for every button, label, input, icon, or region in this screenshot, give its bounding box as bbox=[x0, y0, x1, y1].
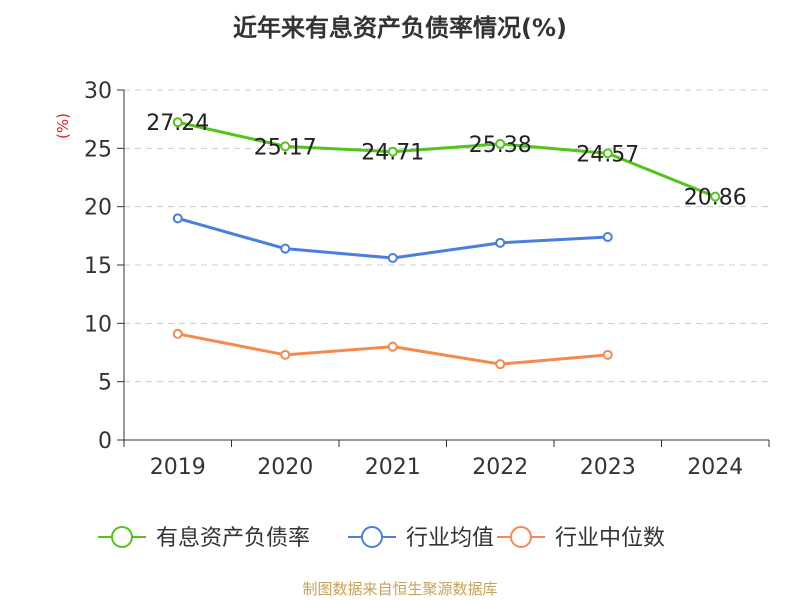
data-point bbox=[387, 146, 398, 157]
data-point bbox=[495, 359, 506, 370]
legend: 有息资产负债率 行业均值 行业中位数 bbox=[98, 526, 665, 551]
data-label: 27.24 bbox=[146, 111, 209, 136]
legend-label: 有息资产负债率 bbox=[156, 526, 310, 551]
data-label: 25.38 bbox=[469, 133, 532, 158]
y-tick-label: 25 bbox=[84, 137, 112, 162]
y-tick-label: 15 bbox=[84, 254, 112, 279]
y-axis-label: (%) bbox=[54, 113, 72, 139]
legend-marker bbox=[361, 526, 383, 548]
x-tick-label: 2021 bbox=[365, 455, 421, 480]
x-tick-label: 2022 bbox=[472, 455, 528, 480]
tick-labels: 0 5 10 15 20 25 30 2019 2020 2021 2022 2023 2024 bbox=[84, 79, 743, 480]
chart-title: 近年来有息资产负债率情况(%) bbox=[233, 14, 567, 42]
axes bbox=[117, 89, 770, 447]
data-point bbox=[387, 341, 398, 352]
data-point bbox=[602, 232, 613, 242]
data-label: 25.17 bbox=[254, 135, 317, 160]
x-tick-label: 2024 bbox=[687, 455, 743, 480]
x-tick-label: 2020 bbox=[257, 455, 313, 480]
grid-lines bbox=[124, 89, 769, 383]
data-point bbox=[602, 148, 613, 159]
legend-label: 行业均值 bbox=[406, 526, 494, 551]
data-point bbox=[710, 191, 721, 202]
y-tick-label: 5 bbox=[98, 371, 112, 396]
y-tick-label: 30 bbox=[84, 79, 112, 104]
data-point bbox=[495, 138, 506, 149]
series-line bbox=[177, 120, 716, 199]
data-point bbox=[602, 349, 613, 360]
legend-label: 行业中位数 bbox=[555, 526, 665, 551]
series-line bbox=[177, 216, 608, 260]
source-note: 制图数据来自恒生聚源数据库 bbox=[302, 580, 498, 598]
legend-marker bbox=[510, 526, 532, 548]
series-points bbox=[172, 117, 721, 370]
x-tick-label: 2019 bbox=[150, 455, 206, 480]
data-label: 24.71 bbox=[361, 141, 424, 166]
data-labels: 27.24 25.17 24.71 25.38 24.57 20.86 bbox=[146, 111, 746, 210]
data-point bbox=[280, 141, 291, 152]
data-label: 20.86 bbox=[684, 186, 747, 211]
data-point bbox=[280, 243, 291, 254]
x-tick-label: 2023 bbox=[580, 455, 636, 480]
data-point bbox=[495, 237, 506, 248]
data-point bbox=[280, 349, 291, 360]
y-tick-label: 20 bbox=[84, 196, 112, 221]
y-tick-label: 0 bbox=[98, 429, 112, 454]
data-label: 24.57 bbox=[576, 142, 639, 167]
legend-marker bbox=[111, 526, 133, 548]
data-point bbox=[172, 117, 183, 128]
data-point bbox=[172, 328, 183, 339]
data-point bbox=[172, 213, 183, 224]
y-tick-label: 10 bbox=[84, 312, 112, 337]
data-point bbox=[387, 253, 398, 263]
